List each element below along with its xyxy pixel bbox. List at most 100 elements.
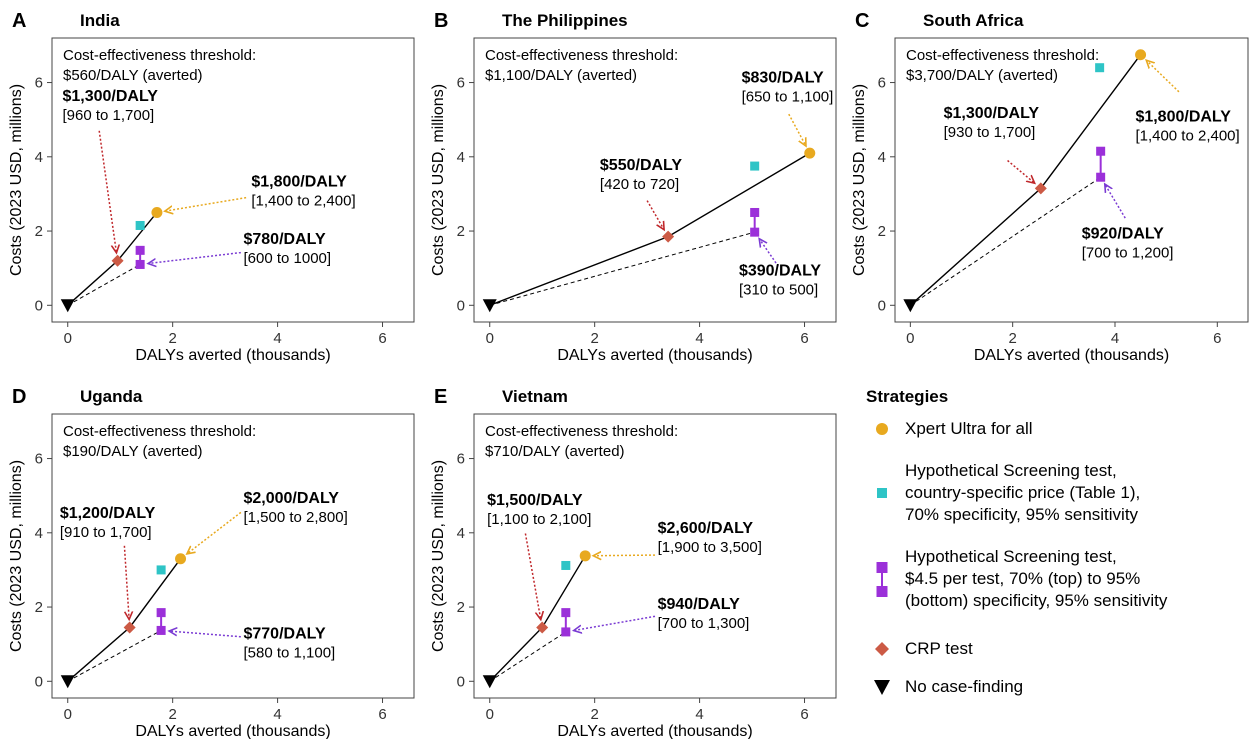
x-axis-label: DALYs averted (thousands) [557,347,752,364]
panel-letter: D [12,386,26,408]
legend-label-none: No case-finding [905,677,1023,696]
annotation-arrow-screen_hypo [1105,184,1126,219]
annotation-label-xpert: $1,800/DALY [251,173,347,190]
annotation-range-crp: [930 to 1,700] [944,124,1036,141]
x-tick-label: 2 [168,330,176,347]
y-tick-label: 2 [35,599,43,616]
marker-no-case-finding [482,675,497,689]
legend-label-screen_hypo: Hypothetical Screening test, [905,547,1117,566]
panel-b: B The Philippines 0 2 4 6 0 2 4 6 DALYs averted (t… [430,10,837,364]
threshold-text: $190/DALY (averted) [63,443,203,460]
marker-screening-hypo-bottom [156,625,166,635]
efficiency-frontier-line [67,558,182,682]
x-tick-label: 6 [378,706,386,723]
threshold-text: Cost-effectiveness threshold: [485,423,678,440]
y-axis-label: Costs (2023 USD, millions) [8,84,25,276]
x-axis-label: DALYs averted (thousands) [135,723,330,739]
marker-crp [111,254,124,267]
x-axis-label: DALYs averted (thousands) [974,347,1169,364]
y-tick-label: 2 [35,223,43,240]
legend-label-crp: CRP test [905,639,973,658]
annotation-arrow-crp [646,200,664,230]
legend-marker-screening-bottom [876,586,888,597]
plot-frame [51,37,415,323]
y-tick-label: 4 [457,525,465,542]
marker-screening-hypo-bottom [135,259,145,269]
annotation-label-crp: $550/DALY [600,157,682,174]
marker-xpert [151,206,163,218]
annotation-range-xpert: [1,900 to 3,500] [658,539,762,556]
panel-d: D Uganda 0 2 4 6 0 2 4 6 DALYs averted (thousands)… [8,386,415,739]
panel-e: E Vietnam 0 2 4 6 0 2 4 6 DALYs averted (thousands… [430,386,837,739]
panel-letter: A [12,10,26,32]
x-tick-label: 2 [590,706,598,723]
marker-no-case-finding [903,299,918,313]
annotation-label-crp: $1,300/DALY [944,105,1040,122]
annotation-label-screen_hypo: $390/DALY [739,263,821,280]
annotation-label-crp: $1,500/DALY [487,492,583,509]
annotation-label-screen_hypo: $940/DALY [658,596,740,613]
y-tick-label: 6 [457,451,465,468]
x-axis-label: DALYs averted (thousands) [135,347,330,364]
marker-xpert [804,147,816,159]
y-tick-label: 4 [35,525,43,542]
plot-frame [473,37,837,323]
y-tick-label: 6 [457,75,465,92]
legend-marker-xpert [876,423,888,435]
annotation-arrow-xpert [165,196,247,212]
annotation-arrow-crp [524,533,540,620]
annotation-label-xpert: $2,600/DALY [658,520,754,537]
annotation-label-crp: $1,200/DALY [60,505,156,522]
y-axis-label: Costs (2023 USD, millions) [8,460,25,652]
screening-dashed-line [67,264,141,306]
x-tick-label: 0 [64,706,72,723]
annotation-arrow-crp [123,545,129,620]
panel-title: India [80,11,120,30]
x-axis-label: DALYs averted (thousands) [557,723,752,739]
x-tick-label: 6 [800,330,808,347]
panel-title: South Africa [923,11,1024,30]
y-axis-label: Costs (2023 USD, millions) [430,460,447,652]
plot-frame [894,37,1249,323]
annotation-arrow-screen_hypo [574,615,656,630]
threshold-text: $1,100/DALY (averted) [485,67,637,84]
panel-letter: E [434,386,447,408]
y-tick-label: 6 [35,75,43,92]
x-tick-label: 4 [273,706,281,723]
y-tick-label: 4 [878,149,886,166]
panel-letter: C [855,10,869,32]
marker-screening-country [156,565,166,575]
panel-title: The Philippines [502,11,628,30]
marker-screening-hypo-top [156,608,166,618]
threshold-text: Cost-effectiveness threshold: [63,423,256,440]
y-tick-label: 0 [35,673,43,690]
annotation-range-crp: [420 to 720] [600,176,679,193]
x-tick-label: 2 [168,706,176,723]
legend-marker-no-case-finding [874,680,890,695]
x-tick-label: 4 [273,330,281,347]
marker-screening-country [561,560,571,570]
x-tick-label: 6 [378,330,386,347]
threshold-text: Cost-effectiveness threshold: [906,47,1099,64]
marker-xpert [579,550,591,562]
x-tick-label: 6 [1213,330,1221,347]
annotation-arrow-screen_hypo [169,631,241,638]
annotation-range-screen_hypo: [700 to 1,300] [658,615,750,632]
legend-title: Strategies [866,387,948,406]
x-tick-label: 0 [486,706,494,723]
marker-screening-hypo-top [750,207,760,217]
y-tick-label: 4 [457,149,465,166]
x-tick-label: 0 [906,330,914,347]
screening-dashed-line [489,631,567,682]
threshold-text: $710/DALY (averted) [485,443,625,460]
y-tick-label: 2 [457,599,465,616]
x-tick-label: 2 [1008,330,1016,347]
marker-crp [123,621,136,634]
annotation-range-xpert: [1,500 to 2,800] [243,509,347,526]
y-tick-label: 0 [457,297,465,314]
legend-label-screen_hypo: $4.5 per test, 70% (top) to 95% [905,569,1140,588]
screening-dashed-line [910,176,1101,306]
annotation-range-crp: [1,100 to 2,100] [487,511,591,528]
marker-screening-hypo-bottom [561,627,571,637]
threshold-text: $560/DALY (averted) [63,67,203,84]
